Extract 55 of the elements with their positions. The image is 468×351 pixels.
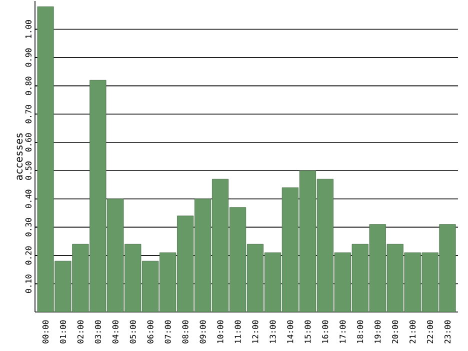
y-tick-label: 0.10	[25, 274, 32, 293]
bar	[194, 198, 211, 312]
x-tick-label: 14:00	[287, 320, 294, 343]
x-tick-label: 09:00	[200, 320, 206, 344]
y-tick-label: 0.60	[25, 133, 32, 152]
bar	[370, 224, 386, 312]
y-tick-label: 1.00	[25, 20, 32, 38]
x-tick-label: 08:00	[182, 320, 188, 344]
y-tick-label: 0.90	[25, 48, 32, 67]
y-tick-label: 0.50	[25, 162, 32, 180]
y-tick-label: 0.80	[25, 76, 32, 95]
bar	[160, 252, 176, 312]
x-tick-label: 04:00	[112, 320, 118, 344]
y-tick-label: 0.70	[25, 104, 32, 124]
x-tick-label: 23:00	[444, 320, 451, 344]
bar	[282, 188, 298, 312]
x-tick-label: 13:00	[270, 320, 276, 343]
x-tick-label: 15:00	[304, 320, 311, 343]
x-tick-label: 17:00	[340, 320, 346, 343]
x-tick-label: 07:00	[164, 320, 171, 344]
x-tick-label: 00:00	[42, 320, 49, 344]
y-tick-label: 0.40	[25, 190, 32, 208]
x-tick-label: 12:00	[252, 320, 258, 343]
bar	[317, 179, 334, 312]
bar	[90, 80, 106, 312]
x-tick-label: 20:00	[392, 320, 398, 344]
bar	[334, 252, 351, 312]
x-tick-label: 05:00	[130, 320, 136, 344]
x-tick-label: 22:00	[427, 320, 434, 344]
bar	[107, 198, 124, 312]
x-tick-label: 16:00	[322, 320, 328, 343]
x-tick-label: 01:00	[60, 320, 66, 344]
bar	[386, 244, 404, 312]
x-tick-label: 06:00	[147, 320, 154, 344]
bar	[404, 252, 421, 312]
x-tick-label: 02:00	[77, 320, 84, 344]
y-tick-label: 0.20	[25, 246, 32, 265]
x-tick-label: 10:00	[217, 320, 224, 343]
bar	[264, 252, 281, 312]
bar	[72, 244, 89, 312]
y-tick-label: 0.30	[25, 218, 32, 236]
bar	[142, 261, 158, 312]
x-tick-label: 19:00	[374, 320, 381, 343]
bar	[300, 170, 316, 312]
bar	[212, 179, 228, 312]
bar	[352, 244, 368, 312]
x-tick-label: 18:00	[357, 320, 364, 343]
x-tick-label: 11:00	[234, 320, 241, 343]
y-axis-title: accesses	[16, 133, 23, 180]
x-tick-label: 21:00	[410, 320, 416, 344]
bar	[177, 216, 194, 312]
bar	[247, 244, 264, 312]
x-tick-label: 03:00	[94, 320, 101, 344]
bar	[230, 207, 246, 312]
bar	[124, 244, 141, 312]
